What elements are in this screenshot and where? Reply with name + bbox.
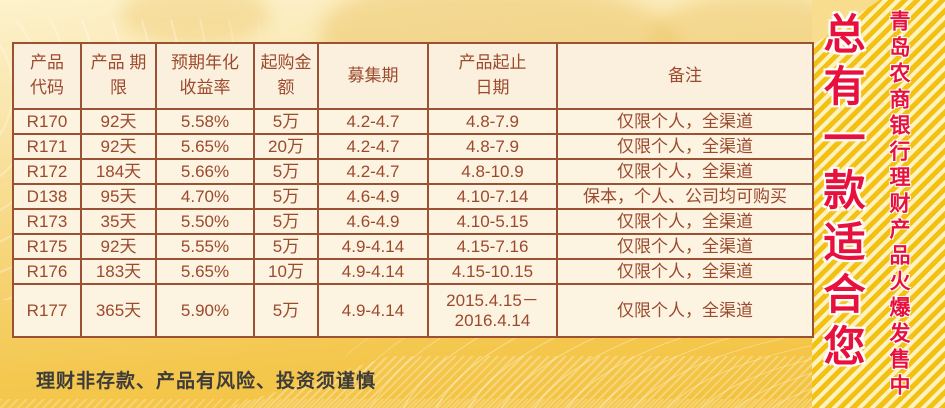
table-cell: 4.70% <box>155 183 255 210</box>
table-cell: 5万 <box>253 158 319 185</box>
bottom-hatch-decoration <box>0 399 945 408</box>
table-cell: 4.8-7.9 <box>427 108 558 135</box>
table-cell: 仅限个人，全渠道 <box>556 108 814 135</box>
table-cell: 5.58% <box>155 108 255 135</box>
column-header: 预期年化 收益率 <box>155 42 255 110</box>
table-cell: 2015.4.15－ 2016.4.14 <box>427 283 558 338</box>
table-cell: 仅限个人，全渠道 <box>556 208 814 235</box>
table-cell: 183天 <box>80 258 157 285</box>
table-cell: R171 <box>12 133 82 160</box>
table-cell: 4.9-4.14 <box>317 233 429 260</box>
table-body: R170 92天 5.58% 5万 4.2-4.7 4.8-7.9 仅限个人，全渠道 R171… <box>12 108 814 338</box>
table-cell: 4.8-7.9 <box>427 133 558 160</box>
table-cell: 10万 <box>253 258 319 285</box>
table-cell: 4.10-7.14 <box>427 183 558 210</box>
column-header: 备注 <box>556 42 814 110</box>
table-cell: R170 <box>12 108 82 135</box>
table-cell: R175 <box>12 233 82 260</box>
column-header: 募集期 <box>317 42 429 110</box>
table-cell: 35天 <box>80 208 157 235</box>
world-map-decoration <box>120 0 270 45</box>
table-cell: 4.6-4.9 <box>317 183 429 210</box>
table-cell: 92天 <box>80 233 157 260</box>
column-header: 产品 代码 <box>12 42 82 110</box>
table-cell: 365天 <box>80 283 157 338</box>
table-row: D138 95天 4.70% 5万 4.6-4.9 4.10-7.14 保本，个人、公司均可… <box>12 183 814 210</box>
table-cell: 5.90% <box>155 283 255 338</box>
table-cell: 5.55% <box>155 233 255 260</box>
column-header: 产品 期 限 <box>80 42 157 110</box>
slogan-main: 总有一款适合您 <box>818 12 865 376</box>
table-cell: 92天 <box>80 108 157 135</box>
products-table: 产品 代码 产品 期 限预期年化 收益率 起购金 额募集期 产品起止 日期 备注 R17… <box>12 42 814 338</box>
table-cell: 184天 <box>80 158 157 185</box>
table-cell: 95天 <box>80 183 157 210</box>
table-header-row: 产品 代码 产品 期 限预期年化 收益率 起购金 额募集期 产品起止 日期 备注 <box>12 42 814 110</box>
table-cell: 4.15-10.15 <box>427 258 558 285</box>
table-cell: 仅限个人，全渠道 <box>556 158 814 185</box>
table-cell: 92天 <box>80 133 157 160</box>
table-cell: 5.65% <box>155 258 255 285</box>
table-cell: 5.65% <box>155 133 255 160</box>
column-header: 起购金 额 <box>253 42 319 110</box>
table-cell: 仅限个人，全渠道 <box>556 258 814 285</box>
table-cell: 仅限个人，全渠道 <box>556 133 814 160</box>
table-cell: 4.9-4.14 <box>317 283 429 338</box>
table-row: R173 35天 5.50% 5万 4.6-4.9 4.10-5.15 仅限个人，全渠道 <box>12 208 814 235</box>
table-cell: 5万 <box>253 183 319 210</box>
table-cell: 保本，个人、公司均可购买 <box>556 183 814 210</box>
table-cell: 仅限个人，全渠道 <box>556 283 814 338</box>
table-row: R172 184天 5.66% 5万 4.2-4.7 4.8-10.9 仅限个人，全渠道 <box>12 158 814 185</box>
table-cell: 4.2-4.7 <box>317 133 429 160</box>
table-cell: 4.15-7.16 <box>427 233 558 260</box>
table-cell: R172 <box>12 158 82 185</box>
left-edge-stripe-decoration <box>0 40 9 360</box>
table-cell: R176 <box>12 258 82 285</box>
column-header: 产品起止 日期 <box>427 42 558 110</box>
table-cell: R177 <box>12 283 82 338</box>
table-cell: 5.66% <box>155 158 255 185</box>
table-cell: 仅限个人，全渠道 <box>556 233 814 260</box>
table-cell: 4.2-4.7 <box>317 108 429 135</box>
table-row: R170 92天 5.58% 5万 4.2-4.7 4.8-7.9 仅限个人，全渠道 <box>12 108 814 135</box>
table-cell: 4.10-5.15 <box>427 208 558 235</box>
slogan-sub: 青岛农商银行理财产品火爆发售中 <box>887 10 910 400</box>
table-cell: 4.9-4.14 <box>317 258 429 285</box>
table-cell: 5万 <box>253 283 319 338</box>
table-cell: 4.2-4.7 <box>317 158 429 185</box>
table-cell: 4.8-10.9 <box>427 158 558 185</box>
stripe-panel <box>812 0 945 408</box>
table-cell: 5万 <box>253 233 319 260</box>
table-row: R175 92天 5.55% 5万 4.9-4.14 4.15-7.16 仅限个人，全渠道 <box>12 233 814 260</box>
table-cell: D138 <box>12 183 82 210</box>
table-cell: R173 <box>12 208 82 235</box>
table-cell: 20万 <box>253 133 319 160</box>
table-cell: 5万 <box>253 108 319 135</box>
table-cell: 5万 <box>253 208 319 235</box>
table-cell: 5.50% <box>155 208 255 235</box>
table-row: R171 92天 5.65% 20万 4.2-4.7 4.8-7.9 仅限个人，全渠道 <box>12 133 814 160</box>
disclaimer-text: 理财非存款、产品有风险、投资须谨慎 <box>36 371 377 392</box>
table-cell: 4.6-4.9 <box>317 208 429 235</box>
table-row: R177 365天 5.90% 5万 4.9-4.14 2015.4.15－ 2016.4… <box>12 283 814 338</box>
table-row: R176 183天 5.65% 10万 4.9-4.14 4.15-10.15 仅限个人，全… <box>12 258 814 285</box>
